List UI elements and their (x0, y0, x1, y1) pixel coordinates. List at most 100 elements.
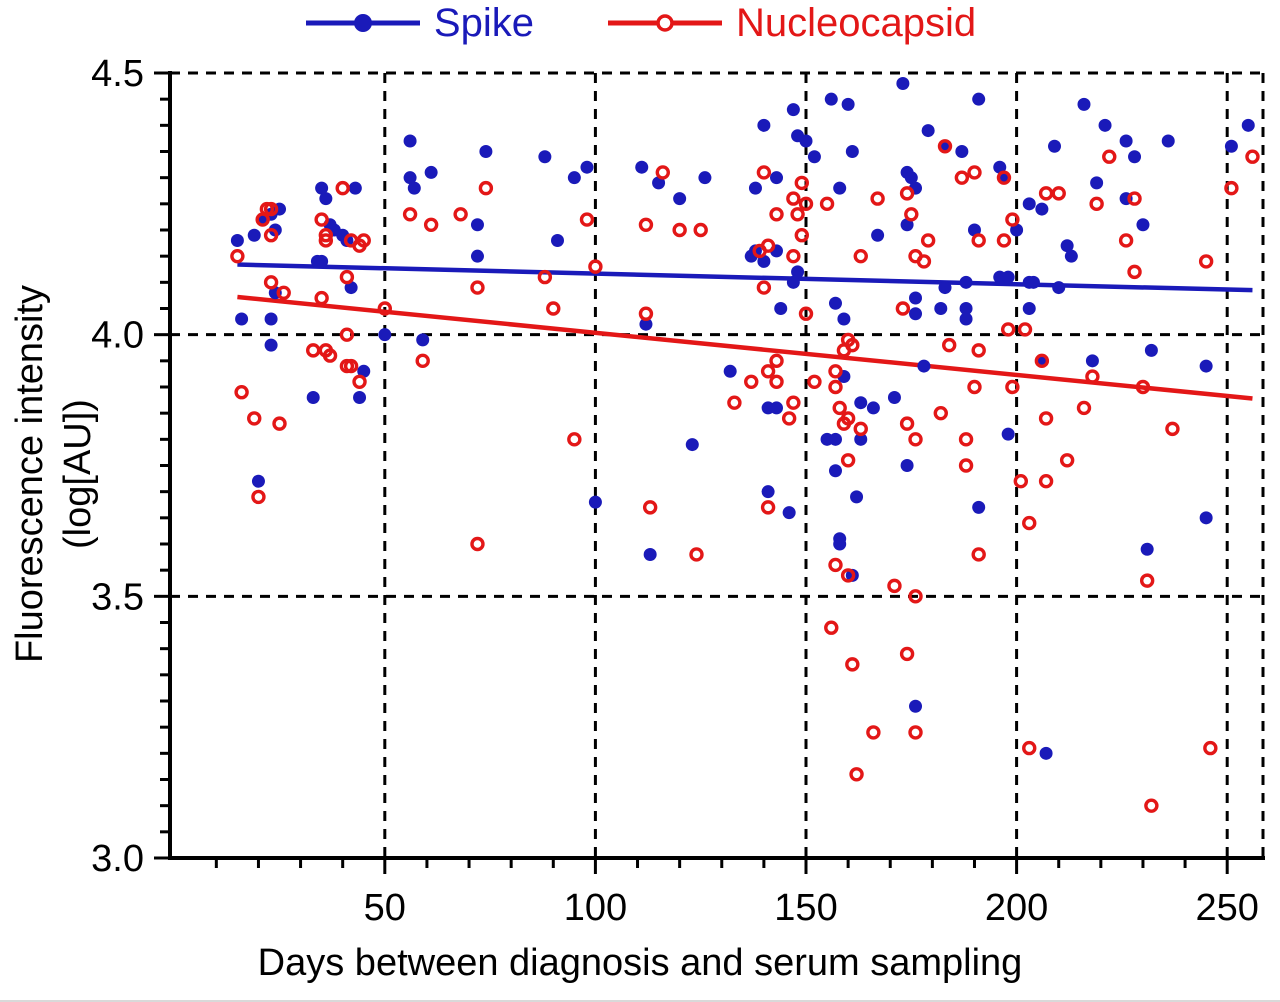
data-point-spike (786, 103, 800, 117)
data-point-spike (782, 506, 796, 520)
data-point-nucleocapsid (971, 343, 986, 358)
x-tick-label: 150 (774, 887, 837, 929)
data-point-spike (1085, 354, 1099, 368)
data-point-spike (230, 233, 244, 247)
data-point-nucleocapsid (423, 217, 439, 232)
data-point-nucleocapsid (377, 301, 393, 316)
data-point-spike (673, 192, 687, 206)
data-point-nucleocapsid (916, 254, 932, 269)
data-point-nucleocapsid (655, 165, 670, 180)
data-point-nucleocapsid (1005, 379, 1020, 395)
data-point-spike (824, 92, 838, 106)
data-point-nucleocapsid (339, 327, 355, 342)
legend-item-nucleocapsid: Nucleocapsid (606, 0, 976, 46)
data-point-spike (1026, 275, 1040, 289)
data-point-spike (698, 171, 712, 185)
x-tick-label: 100 (564, 887, 627, 929)
data-point-nucleocapsid (1224, 180, 1239, 196)
data-point-nucleocapsid (756, 280, 772, 295)
data-point-spike (378, 328, 392, 342)
data-point-nucleocapsid (769, 207, 784, 222)
data-point-nucleocapsid (263, 201, 279, 217)
data-point-nucleocapsid (853, 421, 868, 437)
data-point-spike (1140, 542, 1154, 556)
data-point-nucleocapsid (794, 175, 809, 191)
data-point-spike (1060, 239, 1074, 253)
data-point-nucleocapsid (824, 620, 839, 635)
data-point-nucleocapsid (247, 411, 262, 426)
data-point-nucleocapsid (693, 222, 708, 238)
data-point-nucleocapsid (899, 416, 915, 431)
data-point-spike (1144, 343, 1158, 357)
data-point-nucleocapsid (904, 207, 919, 222)
data-point-nucleocapsid (958, 432, 974, 447)
data-point-spike (652, 176, 666, 190)
data-point-nucleocapsid (853, 248, 868, 264)
data-point-nucleocapsid (567, 432, 582, 447)
data-point-nucleocapsid (356, 233, 371, 248)
data-point-nucleocapsid (840, 411, 856, 426)
data-point-spike (854, 396, 868, 410)
data-point-spike (828, 296, 842, 310)
data-point-nucleocapsid (786, 248, 801, 264)
data-point-nucleocapsid (790, 207, 805, 222)
axes (168, 71, 1265, 860)
x-tick-label: 50 (364, 887, 406, 929)
data-point-nucleocapsid (908, 589, 923, 604)
data-point-spike (955, 145, 969, 158)
data-point-spike (972, 92, 986, 106)
data-point-nucleocapsid (870, 191, 885, 206)
data-point-nucleocapsid (588, 259, 603, 274)
data-point-spike (850, 490, 864, 504)
data-point-nucleocapsid (794, 228, 809, 243)
data-point-nucleocapsid (942, 337, 957, 353)
data-point-nucleocapsid (276, 285, 291, 300)
data-point-spike (1199, 511, 1213, 525)
chart-legend: Spike Nucleocapsid (0, 0, 1280, 46)
data-point-spike (357, 364, 371, 378)
data-point-spike (959, 302, 973, 315)
data-point-nucleocapsid (470, 280, 485, 295)
data-point-nucleocapsid (840, 568, 856, 583)
data-point-spike (959, 275, 973, 289)
data-point-spike (319, 192, 333, 206)
data-point-spike (993, 160, 1007, 174)
data-point-spike (1001, 427, 1015, 441)
data-point-spike (1064, 249, 1078, 263)
data-point-spike (416, 333, 430, 347)
data-point-nucleocapsid (402, 207, 418, 222)
data-point-nucleocapsid (251, 489, 266, 505)
data-point-nucleocapsid (352, 374, 367, 389)
data-point-nucleocapsid (1135, 379, 1151, 395)
data-point-spike (264, 312, 278, 326)
data-point-nucleocapsid (537, 269, 553, 285)
data-point-nucleocapsid (887, 578, 902, 594)
data-point-spike (837, 312, 851, 326)
y-tick-label: 3.0 (91, 838, 144, 880)
data-point-nucleocapsid (1198, 254, 1214, 269)
data-point-spike (1136, 218, 1150, 232)
data-point-spike (407, 181, 421, 195)
data-point-nucleocapsid (1102, 149, 1117, 164)
data-point-spike (264, 338, 278, 352)
gridlines (170, 71, 1265, 858)
data-point-nucleocapsid (845, 337, 860, 353)
data-point-spike (909, 291, 923, 305)
data-point-nucleocapsid (546, 301, 561, 316)
data-point-spike (896, 76, 910, 90)
data-point-nucleocapsid (971, 233, 986, 248)
data-point-nucleocapsid (263, 228, 279, 243)
data-point-nucleocapsid (1144, 798, 1159, 813)
data-point-spike (1048, 139, 1062, 153)
data-point-spike (635, 160, 649, 174)
data-point-spike (1241, 118, 1255, 132)
data-point-nucleocapsid (1022, 515, 1037, 531)
data-point-nucleocapsid (756, 165, 772, 180)
data-point-nucleocapsid (638, 306, 654, 321)
data-point-spike (887, 390, 901, 404)
data-point-nucleocapsid (958, 458, 974, 473)
data-point-nucleocapsid (937, 139, 953, 154)
data-point-nucleocapsid (760, 238, 776, 253)
y-tick-label: 4.5 (91, 53, 144, 95)
